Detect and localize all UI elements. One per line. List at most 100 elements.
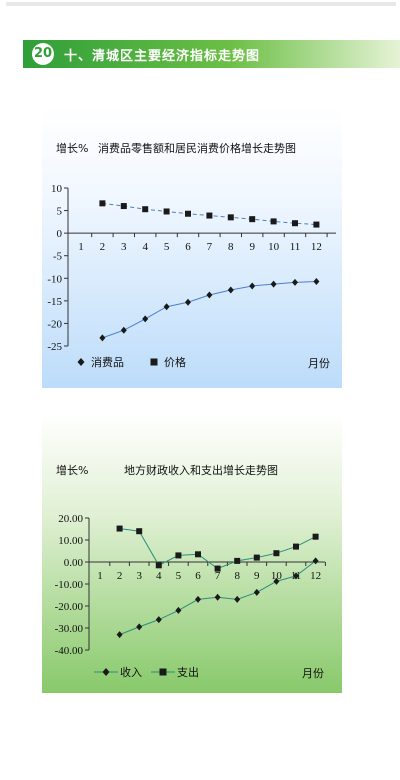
y-tick-label: -20.00	[55, 601, 84, 613]
chart-panel-retail-price: 增长% 消费品零售额和居民消费价格增长走势图 10 5 0 -5 -10 -15 -20 -25 1…	[42, 106, 342, 388]
data-point-square	[195, 551, 201, 558]
legend-label: 价格	[164, 355, 186, 369]
section-title: 十、清城区主要经济指标走势图	[64, 49, 261, 64]
data-point-diamond	[142, 315, 149, 323]
data-point-square	[120, 203, 127, 210]
data-point-square	[206, 212, 213, 219]
x-tick-label: 5	[164, 241, 170, 253]
x-tick-label: 2	[117, 570, 123, 582]
legend-label: 消费品	[91, 355, 124, 369]
data-point-square	[313, 221, 320, 228]
y-tick-label: 10	[51, 183, 63, 195]
legend-marker-diamond	[102, 668, 110, 676]
chart-title: 消费品零售额和居民消费价格增长走势图	[98, 141, 296, 155]
data-point-diamond	[270, 280, 277, 288]
data-point-diamond	[99, 334, 106, 342]
y-tick-label: -15	[47, 296, 62, 308]
x-tick-label: 11	[290, 241, 301, 253]
data-point-square	[185, 210, 191, 217]
data-point-square	[163, 208, 170, 215]
data-point-square	[273, 550, 280, 557]
legend-marker-square	[159, 668, 167, 676]
y-tick-label: 10.00	[58, 535, 83, 547]
data-point-diamond	[253, 588, 260, 596]
data-point-diamond	[120, 326, 127, 334]
y-tick-label: -25	[47, 341, 62, 353]
y-tick-label: 20.00	[58, 513, 83, 525]
data-point-diamond	[116, 631, 123, 639]
section-number-badge: 20	[32, 43, 54, 65]
y-axis-label: 增长%	[56, 463, 88, 477]
x-tick-label: 5	[176, 570, 182, 582]
data-point-square	[227, 214, 234, 221]
x-tick-label: 1	[97, 570, 103, 582]
x-tick-label: 4	[142, 241, 148, 253]
x-tick-label: 12	[310, 570, 321, 582]
y-tick-label: 0	[57, 228, 63, 240]
x-tick-label: 12	[311, 241, 322, 253]
data-point-diamond	[234, 595, 241, 603]
data-point-diamond	[163, 303, 170, 311]
data-point-diamond	[293, 572, 299, 580]
x-tick-label: 9	[249, 241, 255, 253]
data-point-diamond	[175, 606, 182, 614]
data-point-diamond	[249, 282, 256, 290]
data-point-diamond	[313, 277, 320, 285]
data-point-diamond	[227, 286, 234, 294]
data-point-diamond	[206, 291, 213, 299]
data-point-square	[175, 552, 182, 559]
data-point-square	[312, 533, 319, 540]
data-point-diamond	[273, 577, 280, 585]
data-point-square	[292, 220, 298, 227]
x-tick-label: 7	[207, 241, 213, 253]
y-tick-label: -10.00	[55, 579, 84, 591]
fiscal-chart: 增长% 地方财政收入和支出增长走势图 20.00 10.00 0.00 -10.00 -20…	[55, 463, 326, 680]
y-tick-label: 5	[57, 206, 63, 218]
x-tick-label: 8	[234, 570, 240, 582]
data-point-square	[142, 206, 149, 213]
legend-marker-square	[150, 358, 158, 366]
data-point-square	[214, 565, 221, 572]
legend-marker-diamond	[77, 358, 85, 366]
chart-panel-fiscal: 增长% 地方财政收入和支出增长走势图 20.00 10.00 0.00 -10.00 -20…	[42, 413, 342, 693]
x-tick-label: 2	[100, 241, 106, 253]
chart-title: 地方财政收入和支出增长走势图	[124, 463, 278, 477]
y-axis-label: 增长%	[56, 141, 88, 155]
data-point-diamond	[214, 593, 221, 601]
data-point-diamond	[136, 623, 143, 631]
data-point-diamond	[155, 616, 162, 624]
y-tick-label: -5	[53, 251, 63, 263]
x-tick-label: 10	[271, 570, 283, 582]
data-point-square	[253, 554, 260, 561]
section-header: 20 十、清城区主要经济指标走势图	[23, 40, 400, 68]
data-point-square	[155, 562, 162, 569]
legend-label: 收入	[120, 665, 142, 679]
data-point-square	[234, 557, 241, 564]
x-tick-label: 6	[185, 241, 191, 253]
x-tick-label: 6	[195, 570, 201, 582]
y-tick-label: -30.00	[55, 623, 84, 635]
data-point-square	[270, 218, 277, 225]
y-tick-label: -20	[47, 318, 62, 330]
y-tick-label: 0.00	[64, 557, 84, 569]
y-tick-label: -10	[47, 273, 62, 285]
x-tick-label: 3	[136, 570, 142, 582]
data-point-square	[293, 543, 299, 550]
y-tick-label: -40.00	[55, 645, 84, 657]
page-top-edge	[6, 2, 396, 6]
series-line-1	[102, 280, 317, 339]
data-point-diamond	[312, 557, 319, 565]
x-tick-label: 9	[254, 570, 260, 582]
x-axis-label: 月份	[302, 667, 324, 680]
data-point-square	[116, 525, 123, 532]
data-point-diamond	[195, 595, 201, 603]
x-tick-label: 3	[121, 241, 127, 253]
legend-label: 支出	[177, 665, 199, 679]
retail-price-chart: 增长% 消费品零售额和居民消费价格增长走势图 10 5 0 -5 -10 -15 -20 -25 1…	[47, 141, 336, 370]
x-tick-label: 7	[215, 570, 221, 582]
x-tick-label: 8	[228, 241, 234, 253]
x-axis-label: 月份	[308, 357, 330, 370]
data-point-diamond	[185, 298, 191, 306]
data-point-square	[99, 200, 106, 207]
data-point-square	[249, 216, 256, 223]
